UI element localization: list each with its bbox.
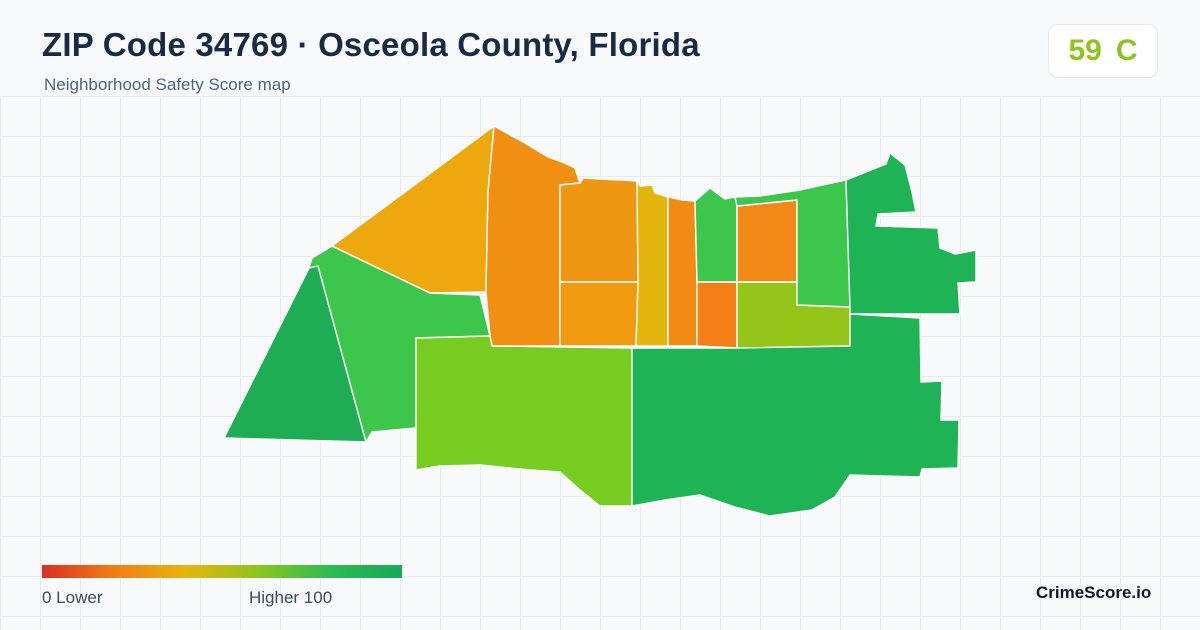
map-zone-north-b[interactable]: [635, 180, 669, 347]
legend-max-label: Higher 100: [249, 588, 333, 607]
map-zone-south-west[interactable]: [415, 335, 633, 507]
legend-color-scale: [42, 565, 402, 578]
map-zone-north-a-lower[interactable]: [559, 281, 639, 347]
map-zone-center-orange-upper[interactable]: [736, 199, 798, 283]
map-zone-south-east[interactable]: [631, 313, 960, 517]
score-badge: 59 C: [1048, 24, 1158, 78]
map-zone-center-orange-lower[interactable]: [696, 281, 738, 349]
score-grade: C: [1115, 34, 1138, 67]
map-zone-center-green[interactable]: [694, 187, 738, 283]
page-title: ZIP Code 34769 · Osceola County, Florida: [42, 26, 700, 63]
page-subtitle: Neighborhood Safety Score map: [44, 75, 291, 94]
brand-logo-text: CrimeScore.io: [1036, 583, 1152, 602]
legend-min-label: 0 Lower: [42, 588, 103, 607]
map-zone-north-c[interactable]: [667, 196, 698, 347]
score-value: 59: [1068, 34, 1102, 67]
map-zone-north-a-upper[interactable]: [559, 177, 639, 283]
map-zone-north-east[interactable]: [845, 152, 977, 315]
